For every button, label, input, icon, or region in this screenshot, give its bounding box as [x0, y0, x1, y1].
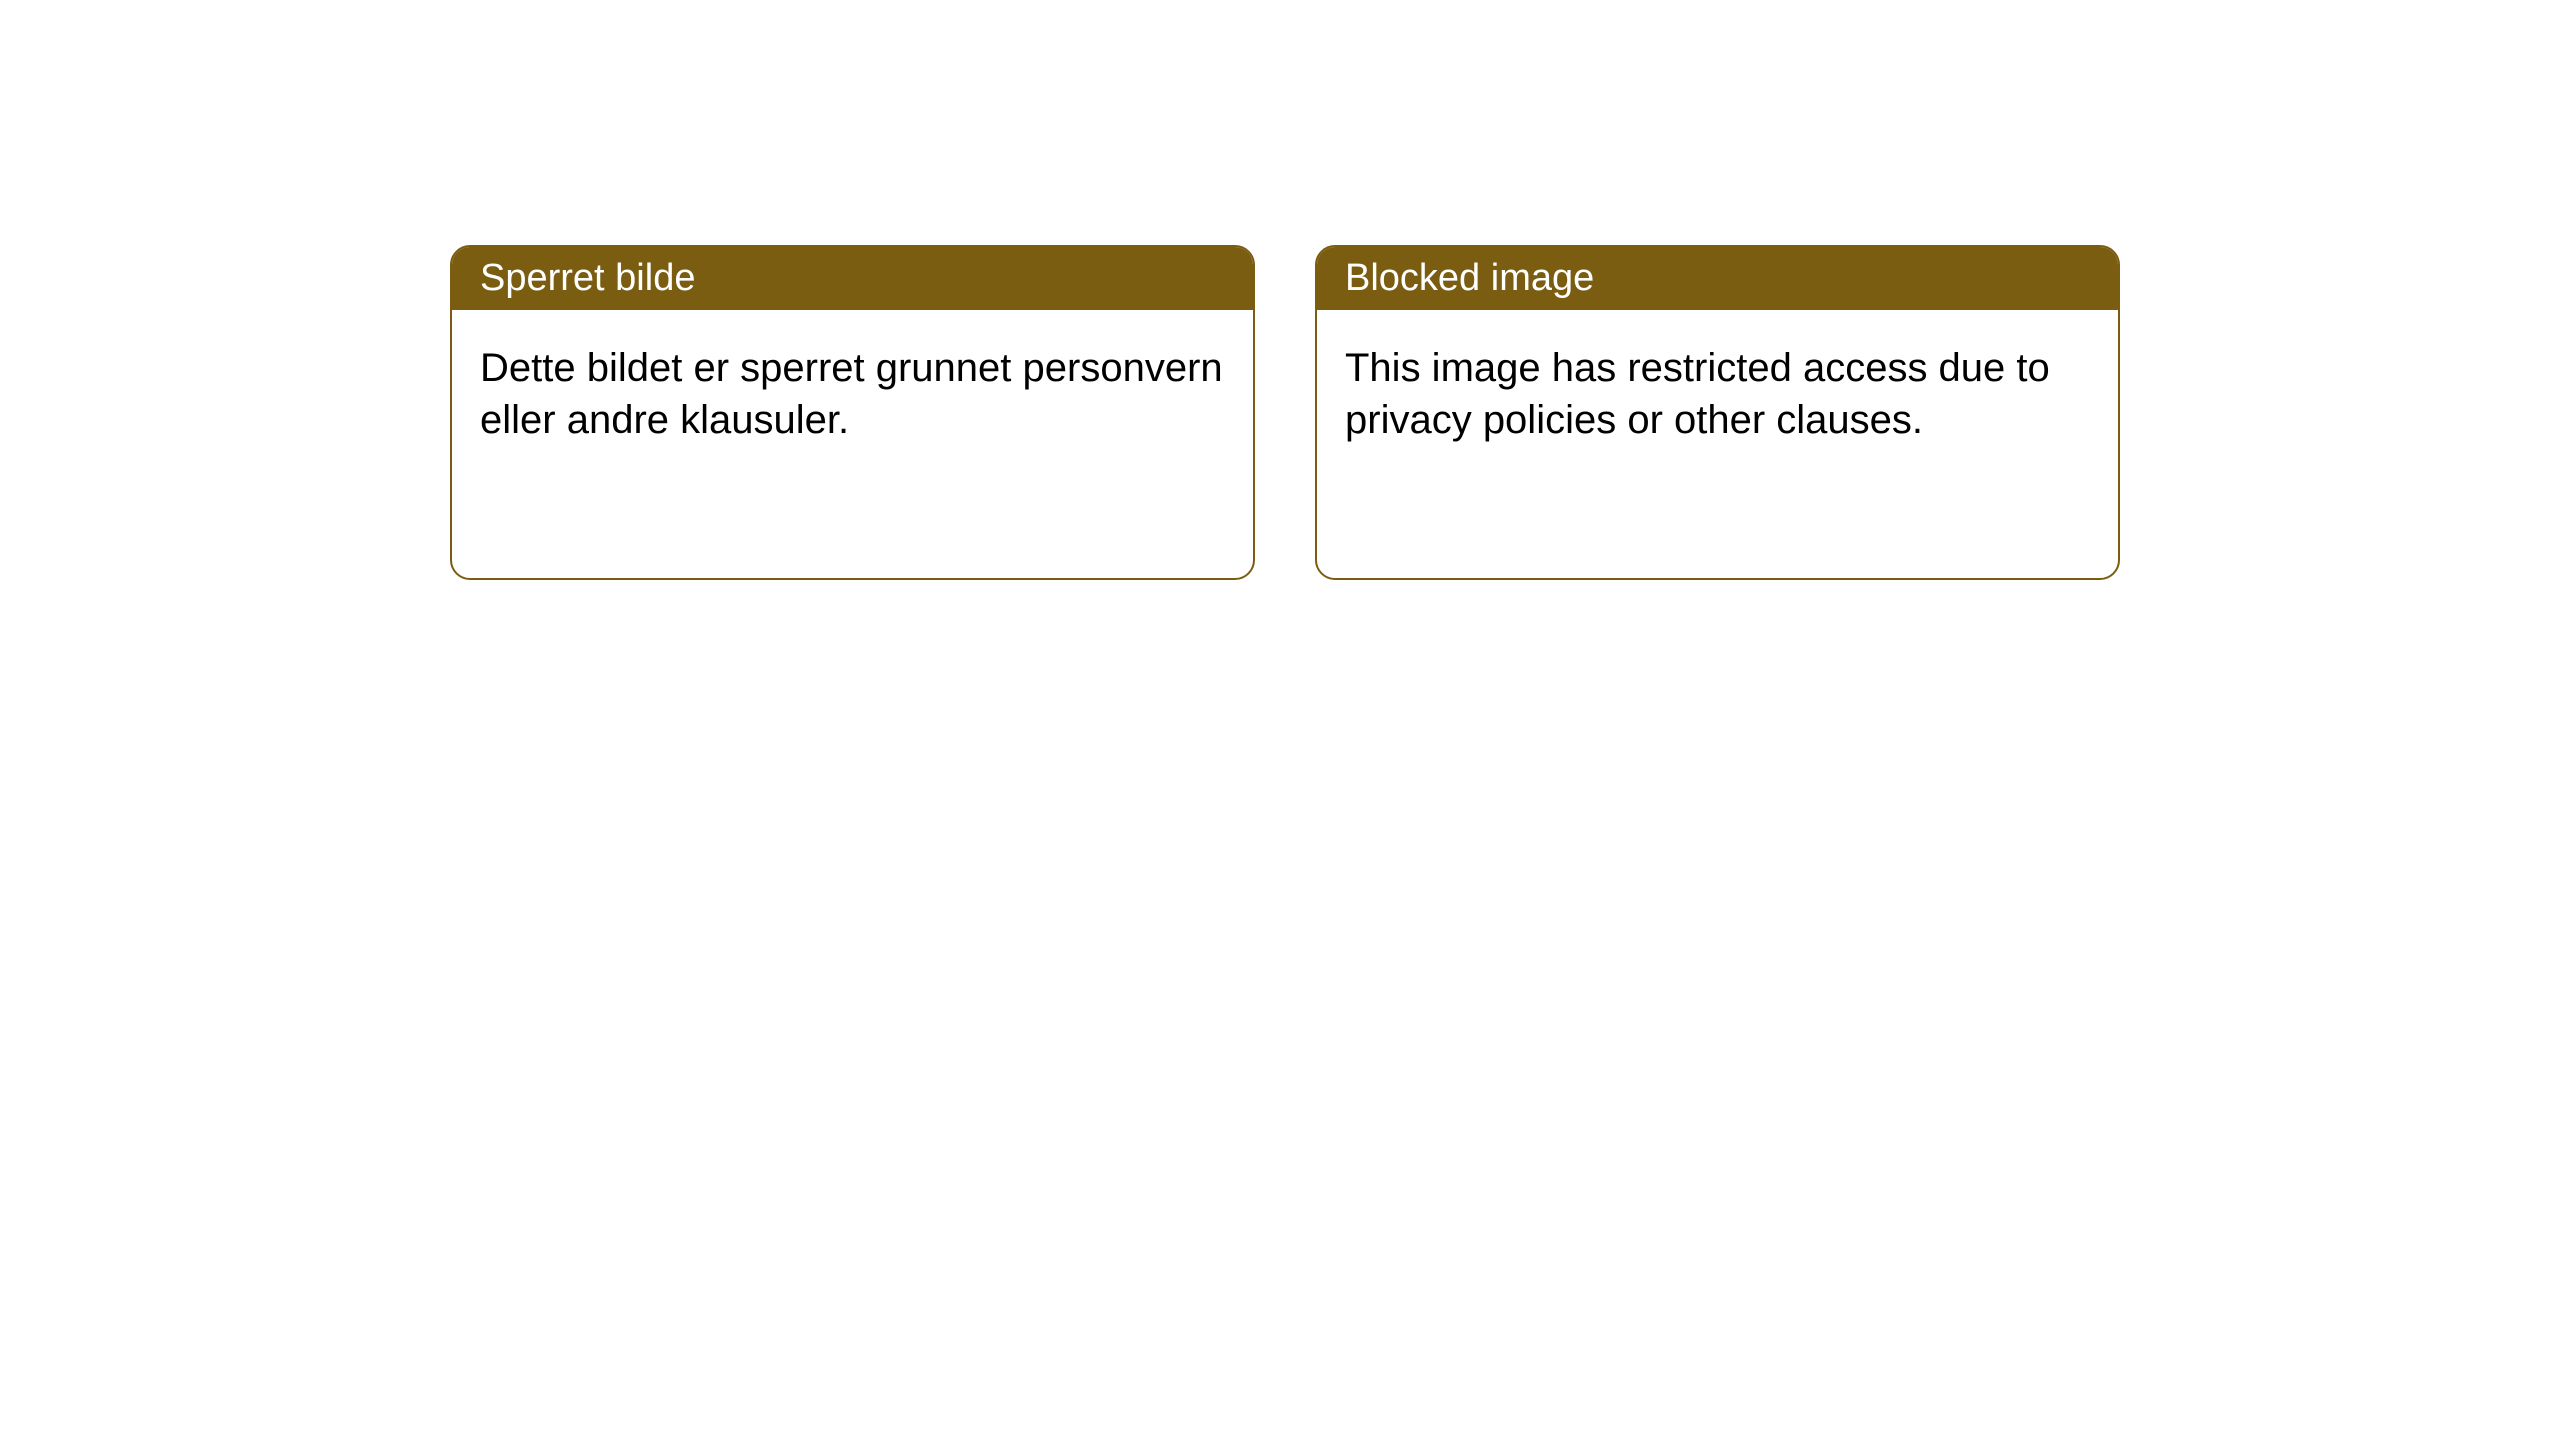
- notice-container: Sperret bilde Dette bildet er sperret gr…: [0, 0, 2560, 580]
- card-title-no: Sperret bilde: [452, 247, 1253, 310]
- card-title-en: Blocked image: [1317, 247, 2118, 310]
- blocked-image-card-en: Blocked image This image has restricted …: [1315, 245, 2120, 580]
- blocked-image-card-no: Sperret bilde Dette bildet er sperret gr…: [450, 245, 1255, 580]
- card-body-en: This image has restricted access due to …: [1317, 310, 2118, 478]
- card-body-no: Dette bildet er sperret grunnet personve…: [452, 310, 1253, 478]
